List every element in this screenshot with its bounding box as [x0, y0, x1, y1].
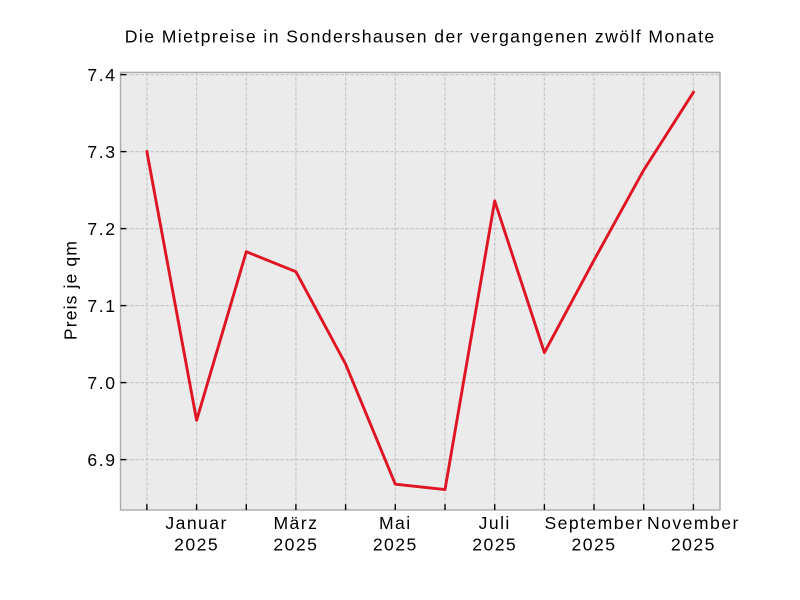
svg-text:Die Mietpreise in Sondershause: Die Mietpreise in Sondershausen der verg… — [125, 26, 716, 46]
svg-text:2025: 2025 — [273, 534, 318, 554]
svg-text:Januar: Januar — [165, 513, 228, 533]
svg-text:2025: 2025 — [472, 534, 517, 554]
svg-text:Juli: Juli — [479, 513, 511, 533]
svg-text:November: November — [647, 513, 740, 533]
svg-text:2025: 2025 — [572, 534, 617, 554]
svg-text:7.1: 7.1 — [87, 296, 116, 316]
svg-text:September: September — [544, 513, 643, 533]
svg-text:2025: 2025 — [174, 534, 219, 554]
svg-text:7.4: 7.4 — [87, 65, 116, 85]
svg-text:7.2: 7.2 — [87, 219, 116, 239]
svg-text:2025: 2025 — [373, 534, 418, 554]
svg-text:März: März — [273, 513, 318, 533]
svg-text:7.3: 7.3 — [87, 142, 116, 162]
svg-text:6.9: 6.9 — [87, 450, 116, 470]
svg-text:Preis je qm: Preis je qm — [61, 240, 81, 340]
svg-text:Mai: Mai — [379, 513, 412, 533]
svg-text:7.0: 7.0 — [87, 373, 116, 393]
svg-text:2025: 2025 — [671, 534, 716, 554]
